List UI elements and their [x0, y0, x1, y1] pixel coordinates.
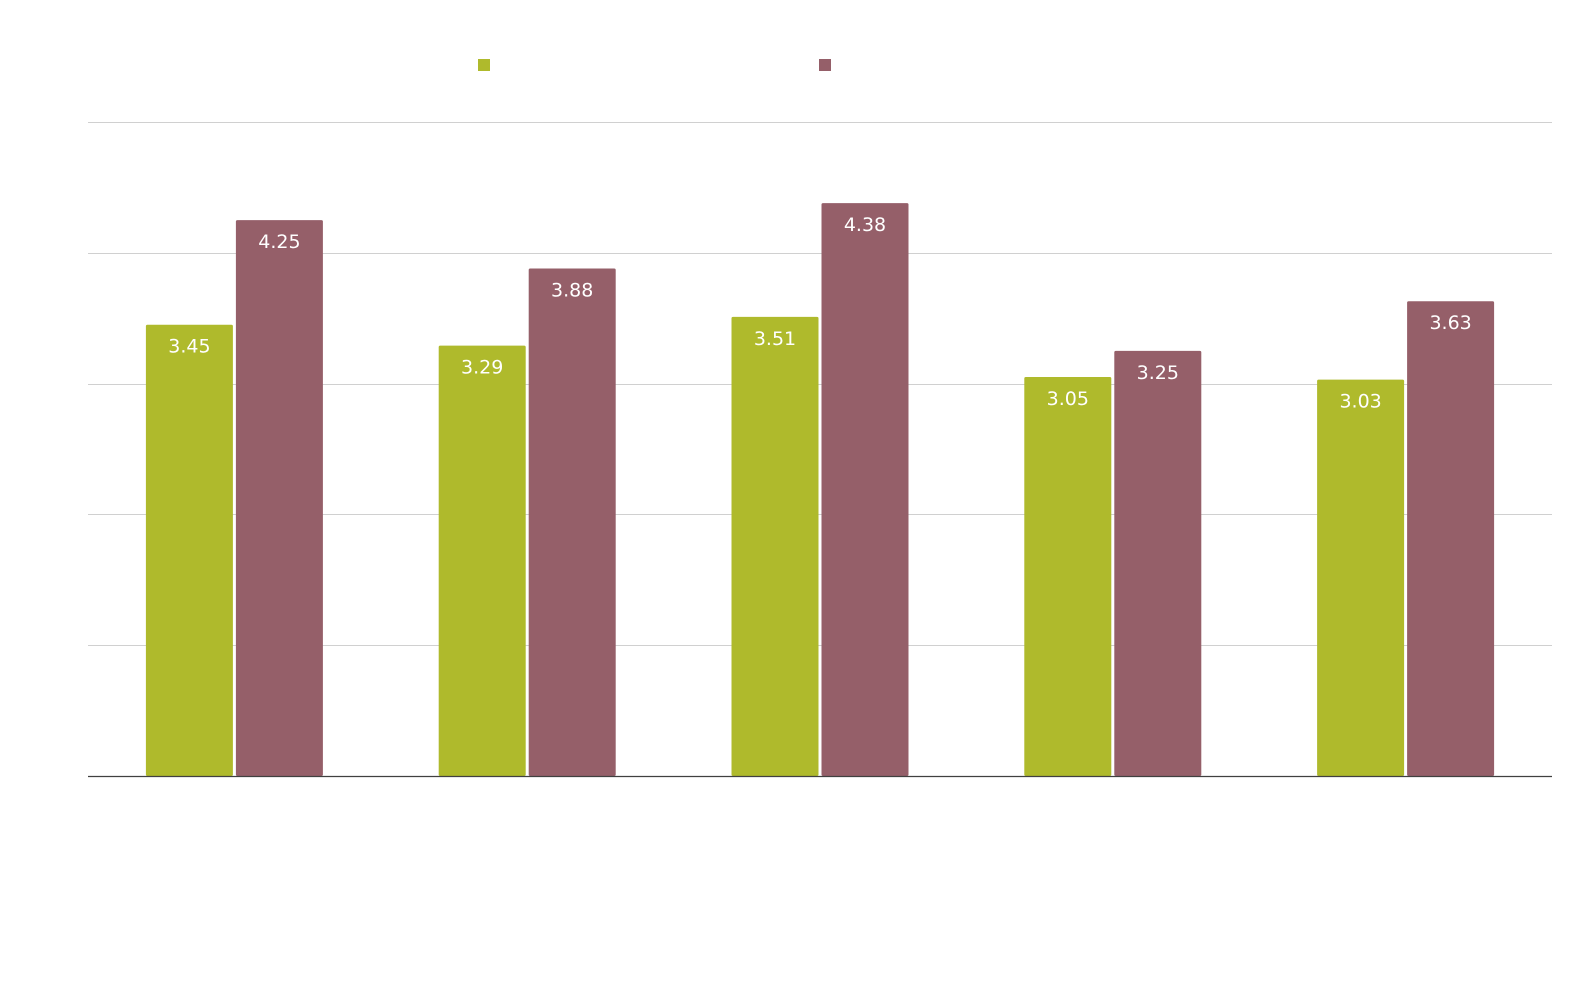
bar-series-1 [731, 316, 819, 776]
data-label: 4.38 [844, 214, 886, 236]
bar-series-2 [235, 220, 323, 777]
data-label: 4.25 [258, 231, 300, 253]
data-label: 3.05 [1047, 388, 1089, 410]
data-label: 3.63 [1429, 312, 1471, 334]
legend-marker-series-1 [478, 59, 490, 71]
legend [478, 59, 831, 71]
data-label: 3.25 [1137, 362, 1179, 384]
bars [145, 203, 1495, 777]
bar-series-1 [1317, 379, 1405, 776]
bar-series-1 [1024, 377, 1112, 776]
data-label: 3.51 [754, 328, 796, 350]
data-label: 3.88 [551, 279, 593, 301]
data-label: 3.03 [1339, 391, 1381, 413]
bar-series-2 [821, 203, 909, 776]
bar-series-1 [438, 345, 526, 776]
bar-series-2 [1114, 350, 1202, 776]
data-label: 3.45 [168, 336, 210, 358]
data-label: 3.29 [461, 357, 503, 379]
bar-series-2 [1407, 301, 1495, 776]
legend-marker-series-2 [819, 59, 831, 71]
bar-series-2 [528, 268, 616, 776]
bar-series-1 [145, 324, 233, 776]
data-labels: 3.45 3.29 3.51 3.05 3.03 4.25 3.88 4.38 3.25 3.63 [168, 214, 1472, 413]
gridlines [88, 122, 1552, 646]
